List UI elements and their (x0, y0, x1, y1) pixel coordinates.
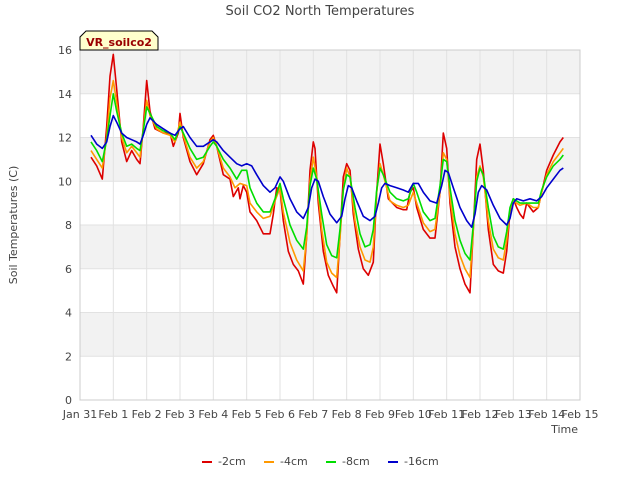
x-tick-label: Feb 14 (528, 408, 565, 421)
y-tick-label: 4 (65, 307, 72, 320)
x-tick-label: Feb 4 (198, 408, 228, 421)
x-tick-label: Feb 3 (165, 408, 195, 421)
series-line-16cmcm (90, 114, 564, 228)
legend-label: -2cm (218, 455, 246, 468)
legend-label: -8cm (342, 455, 370, 468)
legend-label: -16cm (404, 455, 439, 468)
x-tick-label: Feb 13 (495, 408, 532, 421)
x-tick-label: Feb 12 (462, 408, 499, 421)
y-tick-label: 8 (65, 219, 72, 232)
legend: -2cm -4cm -8cm -16cm (202, 455, 439, 468)
y-tick-label: 2 (65, 350, 72, 363)
y-tick-label: 0 (65, 394, 72, 407)
x-tick-label: Feb 7 (298, 408, 328, 421)
x-tick-label: Feb 15 (562, 408, 599, 421)
station-label-box: VR_soilco2 (79, 30, 159, 51)
y-tick-label: 12 (58, 132, 72, 145)
x-tick-label: Feb 10 (395, 408, 432, 421)
series-line-8cmcm (90, 93, 564, 261)
series-lines (90, 53, 564, 294)
y-axis-ticks: 0 2 4 6 8 10 12 14 16 (58, 44, 72, 407)
x-tick-label: Feb 6 (265, 408, 295, 421)
chart-title: Soil CO2 North Temperatures (226, 4, 415, 19)
x-axis-label: Time (550, 423, 578, 436)
y-axis-label: Soil Temperatures (C) (7, 166, 20, 285)
x-tick-label: Feb 9 (365, 408, 395, 421)
y-tick-label: 6 (65, 263, 72, 276)
x-tick-label: Feb 2 (132, 408, 162, 421)
y-tick-label: 16 (58, 44, 72, 57)
station-label: VR_soilco2 (86, 36, 152, 49)
x-tick-label: Jan 31 (62, 408, 97, 421)
plot-band (80, 225, 580, 269)
plot-band (80, 50, 580, 94)
x-axis-ticks: Jan 31 Feb 1 Feb 2 Feb 3 Feb 4 Feb 5 Feb 6 Feb … (62, 408, 599, 421)
plot-background (80, 50, 580, 357)
x-tick-label: Feb 8 (332, 408, 362, 421)
plot-frame (79, 49, 581, 401)
x-tick-label: Feb 1 (98, 408, 128, 421)
plot-band (80, 312, 580, 357)
y-tick-label: 10 (58, 175, 72, 188)
x-tick-label: Feb 11 (428, 408, 465, 421)
x-tick-label: Feb 5 (232, 408, 262, 421)
plot-band (80, 137, 580, 182)
legend-label: -4cm (280, 455, 308, 468)
y-tick-label: 14 (58, 88, 72, 101)
